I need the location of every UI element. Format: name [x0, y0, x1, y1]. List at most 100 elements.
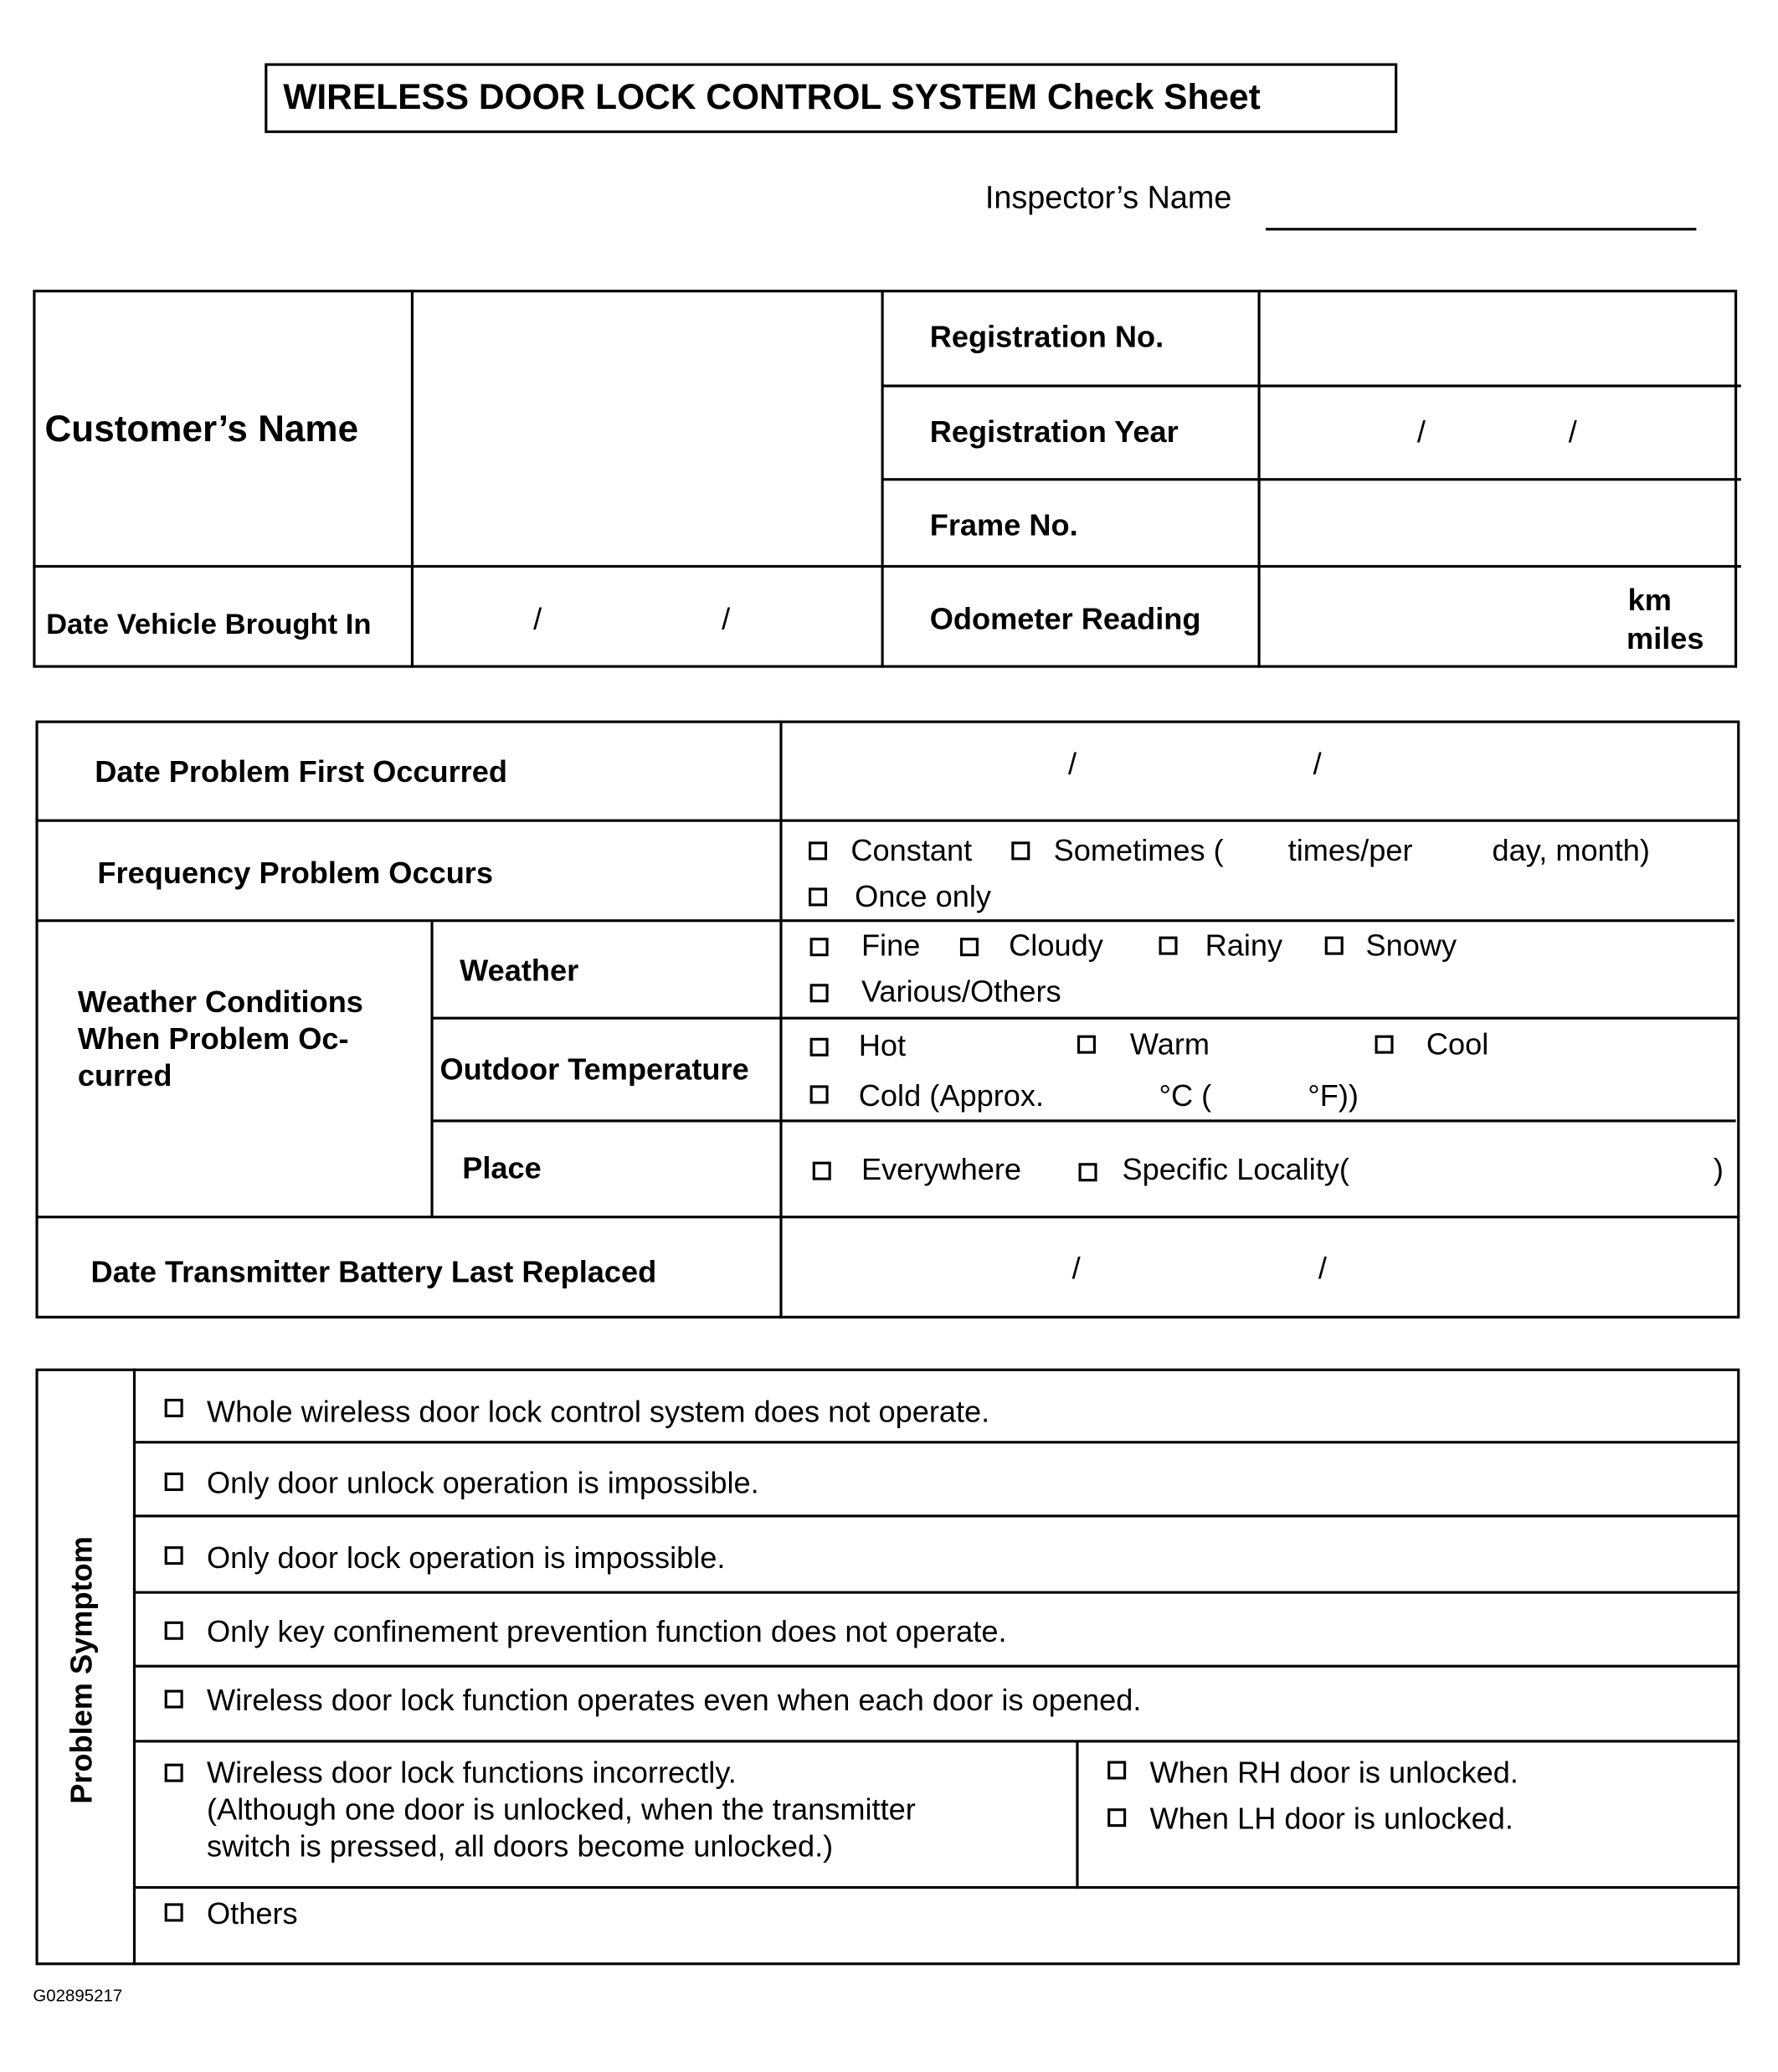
symptom-item: Only door lock operation is impossible.: [207, 1540, 726, 1575]
divider: [430, 920, 434, 1217]
miles-unit: miles: [1626, 620, 1704, 656]
date-slash: /: [1313, 746, 1322, 781]
symptom-item: Whole wireless door lock control system …: [207, 1394, 990, 1429]
symptom-item-detail: switch is pressed, all doors become unlo…: [207, 1828, 834, 1864]
checkbox-rh-door[interactable]: [1107, 1761, 1127, 1780]
divider: [882, 478, 1741, 481]
closing-paren: ): [1713, 1151, 1724, 1186]
option-hot: Hot: [858, 1027, 907, 1062]
title-box: [265, 63, 1398, 133]
divider: [410, 290, 414, 668]
registration-year-label: Registration Year: [929, 414, 1179, 449]
symptom-item: Only key confinement prevention function…: [207, 1614, 1007, 1648]
customer-name-label: Customer’s Name: [44, 408, 359, 450]
checkbox-symptom[interactable]: [164, 1398, 183, 1417]
figure-id: G02895217: [33, 1985, 123, 2006]
battery-label: Date Transmitter Battery Last Replaced: [90, 1254, 657, 1289]
date-slash: /: [722, 601, 731, 636]
checkbox-symptom[interactable]: [164, 1472, 183, 1491]
fahrenheit-text: °F)): [1308, 1077, 1359, 1113]
divider: [35, 819, 1740, 822]
symptom-item-detail: (Although one door is unlocked, when the…: [207, 1792, 916, 1827]
checkbox-cloudy[interactable]: [959, 938, 979, 957]
place-label: Place: [462, 1150, 542, 1185]
option-snowy: Snowy: [1365, 928, 1457, 963]
frequency-label: Frequency Problem Occurs: [97, 855, 494, 890]
weather-group-label: Weather Conditions: [77, 985, 363, 1019]
celsius-text: °C (: [1159, 1077, 1212, 1113]
option-warm: Warm: [1129, 1026, 1210, 1062]
weather-label: Weather: [460, 953, 579, 988]
option-rainy: Rainy: [1205, 928, 1283, 963]
divider: [432, 1016, 1739, 1020]
checkbox-rainy[interactable]: [1159, 936, 1178, 955]
option-cold: Cold (Approx.: [858, 1077, 1045, 1113]
frame-no-label: Frame No.: [929, 507, 1078, 542]
divider: [882, 384, 1741, 388]
registration-no-label: Registration No.: [929, 319, 1164, 354]
option-rh-door: When RH door is unlocked.: [1149, 1755, 1518, 1790]
checkbox-hot[interactable]: [809, 1037, 829, 1057]
times-per-text: times/per: [1287, 833, 1413, 868]
checkbox-symptom[interactable]: [164, 1763, 183, 1782]
divider: [33, 564, 1741, 568]
option-fine: Fine: [861, 928, 921, 963]
checkbox-others[interactable]: [164, 1903, 183, 1922]
date-slash: /: [1071, 1250, 1081, 1285]
weather-group-label: curred: [77, 1058, 172, 1093]
symptom-item: Only door unlock operation is impossible…: [207, 1465, 759, 1500]
option-cool: Cool: [1426, 1026, 1489, 1062]
date-first-label: Date Problem First Occurred: [95, 753, 507, 789]
checkbox-warm[interactable]: [1077, 1035, 1096, 1054]
option-specific: Specific Locality(: [1122, 1151, 1349, 1186]
option-cloudy: Cloudy: [1009, 928, 1103, 963]
checkbox-cold[interactable]: [809, 1085, 829, 1104]
checkbox-sometimes[interactable]: [1011, 841, 1030, 861]
option-constant: Constant: [850, 833, 973, 868]
divider: [134, 1740, 1740, 1743]
checkbox-cool[interactable]: [1375, 1035, 1394, 1054]
checkbox-specific[interactable]: [1078, 1163, 1097, 1182]
symptom-item: Wireless door lock function operates eve…: [207, 1682, 1142, 1717]
date-slash: /: [1568, 414, 1577, 449]
divider: [432, 1119, 1736, 1123]
page-title: WIRELESS DOOR LOCK CONTROL SYSTEM Check …: [283, 77, 1261, 117]
checkbox-snowy[interactable]: [1324, 936, 1344, 955]
km-unit: km: [1627, 583, 1672, 618]
option-sometimes: Sometimes (: [1053, 833, 1224, 868]
divider: [35, 919, 1735, 923]
checkbox-constant[interactable]: [809, 841, 828, 861]
divider: [134, 1664, 1740, 1668]
checkbox-symptom[interactable]: [164, 1689, 183, 1709]
option-lh-door: When LH door is unlocked.: [1149, 1801, 1513, 1836]
checkbox-once[interactable]: [809, 887, 828, 907]
divider: [1076, 1740, 1079, 1889]
divider: [35, 1216, 1740, 1219]
divider: [134, 1441, 1740, 1444]
date-slash: /: [1067, 746, 1077, 781]
divider: [134, 1591, 1740, 1594]
checkbox-lh-door[interactable]: [1107, 1808, 1127, 1828]
odometer-label: Odometer Reading: [929, 601, 1201, 636]
day-month-text: day, month): [1492, 833, 1650, 868]
checkbox-symptom[interactable]: [164, 1621, 183, 1640]
temperature-label: Outdoor Temperature: [439, 1051, 749, 1087]
inspector-name-field[interactable]: [1265, 228, 1697, 231]
option-others: Others: [207, 1895, 298, 1931]
date-slash: /: [533, 601, 542, 636]
problem-symptom-label: Problem Symptom: [64, 1536, 99, 1804]
inspector-label: Inspector’s Name: [984, 180, 1232, 217]
option-various: Various/Others: [861, 974, 1061, 1009]
option-once: Once only: [855, 879, 992, 914]
divider: [134, 1514, 1740, 1518]
divider: [134, 1885, 1740, 1889]
date-slash: /: [1416, 414, 1426, 449]
checkbox-fine[interactable]: [809, 938, 829, 957]
checkbox-symptom[interactable]: [164, 1546, 183, 1566]
checkbox-everywhere[interactable]: [812, 1161, 831, 1180]
option-everywhere: Everywhere: [861, 1151, 1021, 1186]
checkbox-various[interactable]: [809, 984, 829, 1003]
symptom-item: Wireless door lock functions incorrectly…: [207, 1755, 737, 1790]
date-brought-in-label: Date Vehicle Brought In: [46, 607, 372, 640]
